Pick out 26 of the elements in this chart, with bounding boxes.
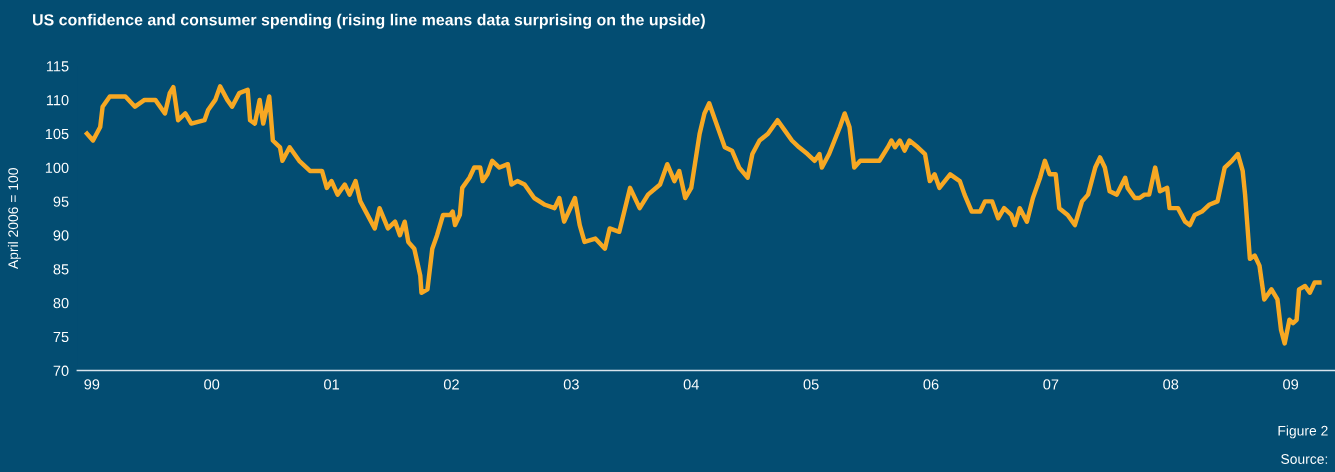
x-tick-label: 07 [1043, 379, 1059, 390]
x-tick-label: 09 [1283, 379, 1299, 390]
y-tick-label: 70 [53, 365, 69, 376]
y-tick-label: 100 [45, 162, 69, 173]
y-tick-label: 95 [53, 196, 69, 207]
x-tick-label: 01 [324, 379, 339, 390]
x-tick-label: 99 [84, 379, 100, 390]
y-tick-label: 110 [46, 95, 69, 106]
y-tick-label: 75 [53, 331, 69, 343]
x-tick-label: 06 [923, 379, 939, 390]
line-series [84, 84, 1322, 346]
x-tick-label: 00 [204, 379, 220, 390]
x-tick-label: 05 [803, 379, 819, 390]
x-tick-label: 08 [1163, 379, 1179, 390]
caption: Figure 2 [1278, 425, 1328, 439]
source-note: Source: [1281, 454, 1328, 464]
y-tick-label: 105 [45, 128, 69, 140]
x-tick-label: 04 [683, 379, 699, 390]
x-tick-label: 03 [563, 379, 579, 390]
chart-title: US confidence and consumer spending (rising line means data surprising on the upside) [33, 13, 705, 29]
y-tick-label: 90 [53, 230, 69, 241]
y-tick-label: 80 [53, 297, 69, 309]
y-tick-label: 85 [53, 264, 69, 275]
x-tick-label: 02 [443, 379, 459, 390]
y-axis-title: April 2006 = 100 [7, 168, 21, 270]
y-tick-label: 115 [46, 61, 69, 72]
